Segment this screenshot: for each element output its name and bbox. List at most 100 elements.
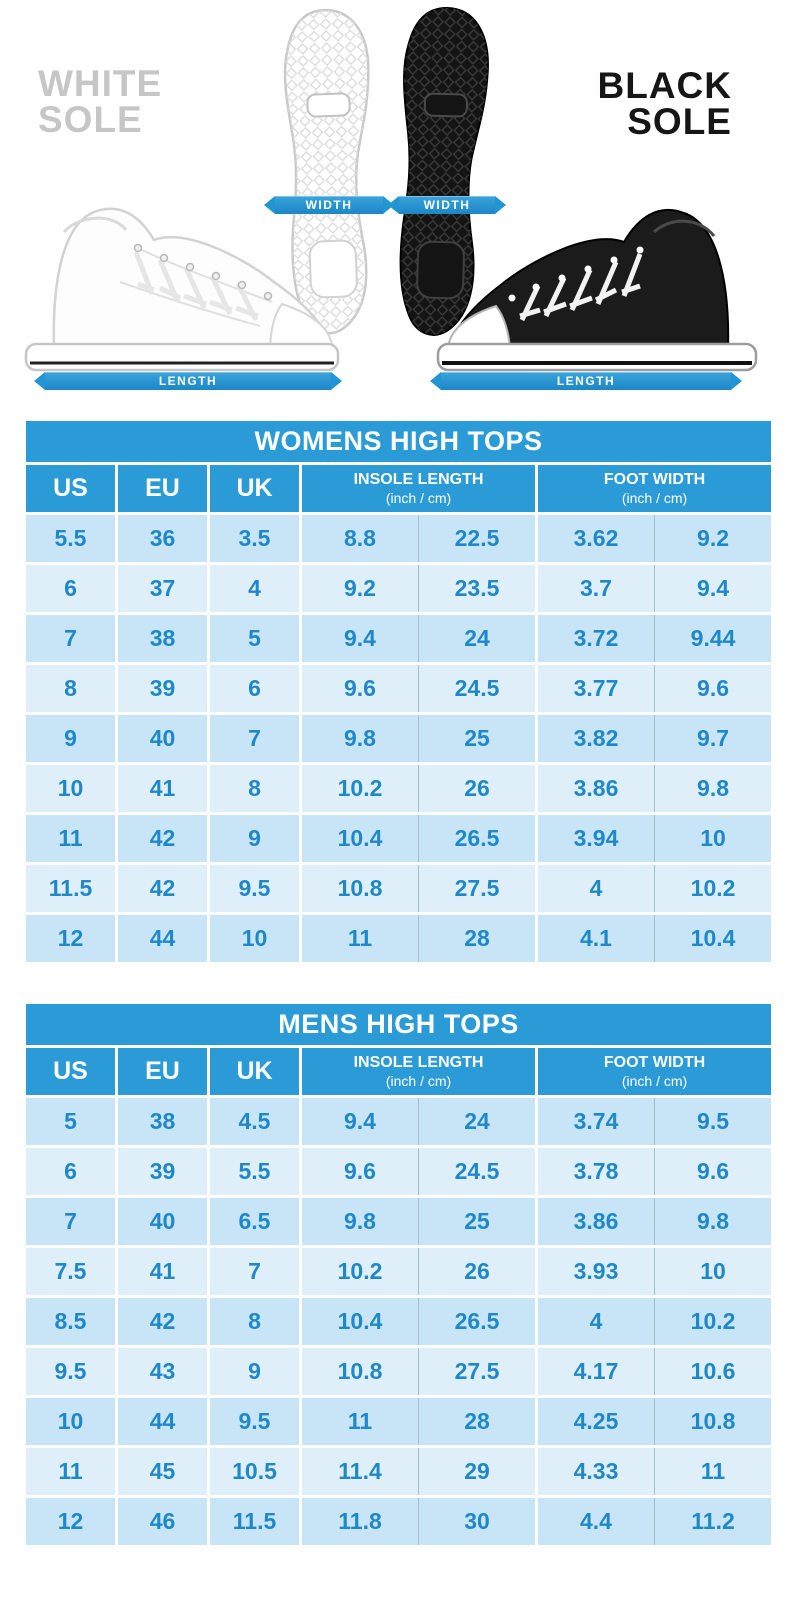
size-cell: 10 (207, 912, 302, 965)
size-cell: 10 (653, 812, 775, 865)
mens-table-title: MENS HIGH TOPS (22, 1001, 775, 1048)
size-cell: 4.25 (535, 1395, 655, 1448)
size-cell: 41 (115, 1245, 210, 1298)
size-cell: 6.5 (207, 1195, 302, 1248)
size-cell: 6 (23, 1145, 118, 1198)
white-sole-label-line2: SOLE (38, 99, 143, 141)
size-cell: 23.5 (418, 562, 538, 615)
white-sole-top-view-image (271, 4, 389, 345)
length-arrow-left-label: LENGTH (45, 372, 331, 390)
size-cell: 39 (115, 662, 210, 715)
size-cell: 3.62 (535, 512, 655, 565)
size-cell: 7.5 (23, 1245, 118, 1298)
size-cell: 3.77 (535, 662, 655, 715)
size-cell: 10.2 (299, 1245, 419, 1298)
arrow-left-icon (430, 372, 441, 390)
size-cell: 3.86 (535, 1195, 655, 1248)
size-cell: 9.8 (653, 1195, 775, 1248)
size-cell: 11 (23, 812, 118, 865)
size-cell: 36 (115, 512, 210, 565)
size-cell: 11.4 (299, 1445, 419, 1498)
womens-table-body: 5.5 36 3.5 8.8 22.5 3.62 9.2 6 37 4 9.2 23.5 3.7 9.4 7… (23, 512, 775, 965)
column-header-insole-length: INSOLE LENGTH (inch / cm) (299, 1045, 538, 1098)
size-cell: 40 (115, 1195, 210, 1248)
size-cell: 5 (23, 1095, 118, 1148)
column-header-uk: UK (207, 462, 302, 515)
table-row: 12 44 10 11 28 4.1 10.4 (23, 912, 775, 965)
size-cell: 46 (115, 1495, 210, 1548)
table-row: 9 40 7 9.8 25 3.82 9.7 (23, 712, 775, 765)
size-cell: 22.5 (418, 512, 538, 565)
size-cell: 9.2 (653, 512, 775, 565)
size-cell: 9.8 (653, 762, 775, 815)
mens-table-body: 5 38 4.5 9.4 24 3.74 9.5 6 39 5.5 9.6 24.5 3.78 9.6 7 4… (23, 1095, 775, 1548)
size-cell: 10.8 (299, 1345, 419, 1398)
size-cell: 27.5 (418, 1345, 538, 1398)
white-high-top-shoe-image (20, 186, 344, 376)
column-header-uk: UK (207, 1045, 302, 1098)
table-row: 12 46 11.5 11.8 30 4.4 11.2 (23, 1495, 775, 1548)
size-cell: 9.5 (653, 1095, 775, 1148)
size-cell: 11 (23, 1445, 118, 1498)
size-cell: 8 (23, 662, 118, 715)
column-header-insole-length: INSOLE LENGTH (inch / cm) (299, 462, 538, 515)
size-cell: 4 (535, 1295, 655, 1348)
table-row: 7.5 41 7 10.2 26 3.93 10 (23, 1245, 775, 1298)
size-cell: 4.17 (535, 1345, 655, 1398)
size-cell: 40 (115, 712, 210, 765)
table-row: 10 44 9.5 11 28 4.25 10.8 (23, 1395, 775, 1448)
size-cell: 4.5 (207, 1095, 302, 1148)
table-row: 8 39 6 9.6 24.5 3.77 9.6 (23, 662, 775, 715)
length-arrow-right: LENGTH (430, 371, 742, 391)
size-cell: 9 (207, 812, 302, 865)
size-cell: 10 (653, 1245, 775, 1298)
size-cell: 24 (418, 612, 538, 665)
column-header-foot-width: FOOT WIDTH (inch / cm) (534, 462, 775, 515)
size-cell: 10.8 (299, 862, 419, 915)
size-cell: 5.5 (23, 512, 118, 565)
size-cell: 38 (115, 1095, 210, 1148)
size-cell: 7 (207, 712, 302, 765)
size-cell: 9.5 (207, 1395, 302, 1448)
size-cell: 9.6 (299, 1145, 419, 1198)
size-cell: 39 (115, 1145, 210, 1198)
size-cell: 30 (418, 1495, 538, 1548)
size-cell: 7 (23, 612, 118, 665)
size-cell: 42 (115, 862, 210, 915)
length-arrow-left: LENGTH (34, 371, 342, 391)
size-cell: 9.2 (299, 562, 419, 615)
size-cell: 8.5 (23, 1295, 118, 1348)
size-cell: 10.2 (653, 862, 775, 915)
size-cell: 9.5 (23, 1345, 118, 1398)
size-cell: 8 (207, 1295, 302, 1348)
size-cell: 3.5 (207, 512, 302, 565)
size-cell: 10.8 (653, 1395, 775, 1448)
size-cell: 11 (299, 1395, 419, 1448)
size-cell: 28 (418, 1395, 538, 1448)
white-sole-label: WHITE SOLE (38, 65, 162, 141)
mens-table-header-row: US EU UK INSOLE LENGTH (inch / cm) FOOT WIDTH… (23, 1045, 775, 1098)
womens-table-title: WOMENS HIGH TOPS (22, 418, 775, 465)
size-cell: 5 (207, 612, 302, 665)
size-cell: 24 (418, 1095, 538, 1148)
size-cell: 26 (418, 1245, 538, 1298)
size-tables-section: WOMENS HIGH TOPS US EU UK INSOLE LENGTH (inc… (0, 404, 794, 1548)
size-cell: 3.94 (535, 812, 655, 865)
table-row: 11 45 10.5 11.4 29 4.33 11 (23, 1445, 775, 1498)
size-cell: 43 (115, 1345, 210, 1398)
size-cell: 9.5 (207, 862, 302, 915)
size-cell: 8.8 (299, 512, 419, 565)
size-cell: 3.86 (535, 762, 655, 815)
size-cell: 29 (418, 1445, 538, 1498)
size-cell: 24.5 (418, 1145, 538, 1198)
womens-size-table: WOMENS HIGH TOPS US EU UK INSOLE LENGTH (inc… (22, 418, 775, 965)
column-header-eu: EU (115, 462, 210, 515)
size-cell: 3.72 (535, 612, 655, 665)
size-cell: 44 (115, 1395, 210, 1448)
arrow-left-icon (264, 196, 275, 214)
size-cell: 10.4 (299, 1295, 419, 1348)
mens-size-table: MENS HIGH TOPS US EU UK INSOLE LENGTH (inch … (22, 1001, 775, 1548)
arrow-left-icon (34, 372, 45, 390)
length-arrow-right-label: LENGTH (441, 372, 731, 390)
size-cell: 6 (23, 562, 118, 615)
